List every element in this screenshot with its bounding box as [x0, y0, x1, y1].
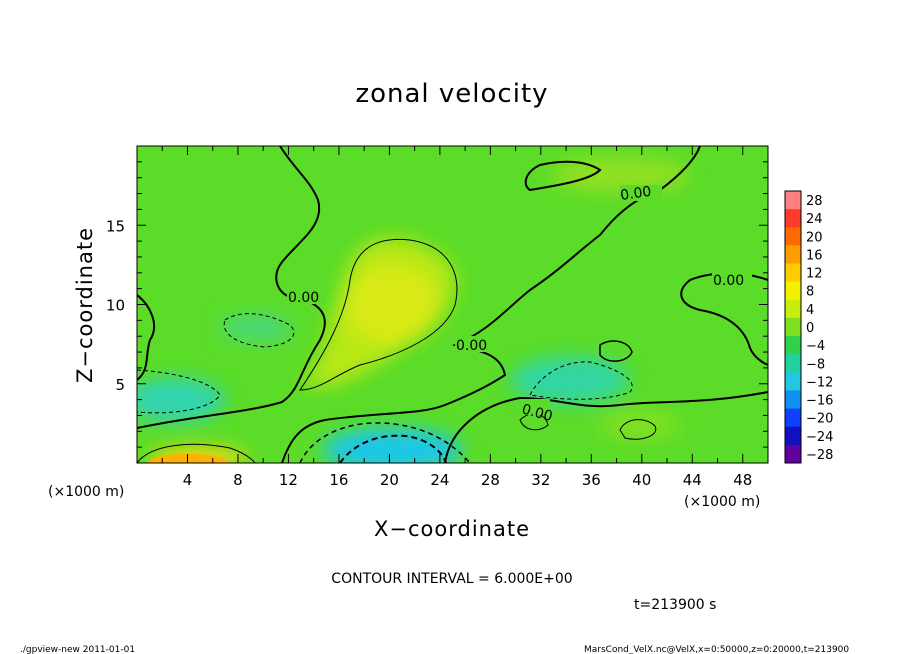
contour-label-5: 0.00	[713, 273, 744, 289]
y-tick-label: 10	[106, 297, 125, 315]
negative-core-bottom	[322, 428, 462, 463]
positive-lobe-right	[600, 410, 680, 440]
colorbar-swatch	[785, 299, 801, 319]
colorbar-swatch	[785, 390, 801, 410]
colorbar-frame	[784, 190, 802, 464]
colorbar-swatch	[785, 354, 801, 373]
colorbar: 28 24 20 16 12 8 4 0 −4 −8 −12 −16 −20 −24 −28	[784, 190, 833, 464]
colorbar-label: −12	[806, 375, 833, 390]
footer-right: MarsCond_VelX.nc@VelX,x=0:50000,z=0:2000…	[584, 645, 849, 654]
colorbar-label: 24	[806, 212, 823, 227]
colorbar-label: 16	[806, 248, 823, 263]
x-tick-label: 8	[233, 471, 243, 489]
contour-label-group: 0.00 0.00 0.00 0.00 0.00	[287, 184, 752, 425]
negative-lobe-center-right	[510, 356, 630, 404]
footer-left: ./gpview-new 2011-01-01	[20, 645, 135, 654]
colorbar-swatch	[785, 209, 801, 228]
contour-label-2-bg	[455, 336, 495, 352]
positive-contour-center	[299, 238, 458, 391]
positive-contour-bottomleft	[137, 443, 256, 463]
y-tick-label: 5	[115, 376, 125, 394]
colorbar-label: −16	[806, 394, 833, 409]
colorbar-swatch	[785, 281, 801, 301]
colorbar-label: −8	[806, 357, 825, 372]
colorbar-swatch	[785, 227, 801, 246]
colorbar-label: 28	[806, 194, 823, 209]
negative-contour-core	[339, 434, 447, 463]
contour-interval-text: CONTOUR INTERVAL = 6.000E+00	[331, 571, 572, 587]
negative-contour-left	[137, 369, 221, 414]
x-axis-unit-right: (×1000 m)	[684, 494, 760, 510]
x-tick-label: 32	[531, 471, 550, 489]
colorbar-label: 20	[806, 230, 823, 245]
x-axis-unit-left: (×1000 m)	[48, 484, 124, 500]
colorbar-label: −24	[806, 430, 833, 445]
x-tick-label: 4	[183, 471, 193, 489]
colorbar-swatch	[785, 317, 801, 337]
x-tick-label: 44	[683, 471, 702, 489]
contour-label-1: 0.00	[288, 290, 319, 306]
contour-label-1-bg	[287, 288, 327, 304]
zero-contour-3	[444, 391, 768, 463]
colorbar-swatch	[785, 426, 801, 446]
x-tick-label: 20	[380, 471, 399, 489]
colorbar-swatch	[785, 191, 801, 210]
contour-label-4-bg	[620, 185, 662, 201]
y-axis-title: Z−coordinate	[73, 227, 97, 383]
colorbar-label: −20	[806, 412, 833, 427]
contour-label-3-bg	[520, 399, 550, 415]
field-background	[137, 146, 768, 463]
contour-blob-right-1	[619, 419, 657, 440]
negative-lobe-left	[137, 378, 225, 422]
colorbar-label: 0	[806, 321, 814, 336]
contour-blob-right-2	[599, 340, 633, 362]
colorbar-swatch	[785, 245, 801, 265]
colorbar-swatch	[785, 408, 801, 428]
colorbar-swatch	[785, 372, 801, 391]
colorbar-label: 8	[806, 285, 814, 300]
colorbar-label: 4	[806, 303, 814, 318]
zero-contour-5	[524, 160, 602, 192]
contour-label-2: 0.00	[456, 338, 487, 354]
contour-label-5-bg	[712, 271, 752, 287]
positive-lobe-top	[550, 157, 690, 193]
contour-label-3: 0.00	[520, 401, 554, 425]
y-tick-label: 15	[106, 217, 125, 235]
colorbar-swatch	[785, 336, 801, 355]
colorbar-label: −4	[806, 339, 825, 354]
colorbar-swatch	[785, 444, 801, 464]
y-axis-ticks: 5 10 15	[106, 161, 768, 448]
chart-title: zonal velocity	[355, 79, 548, 109]
positive-max-bottom	[148, 454, 228, 463]
x-tick-label: 48	[733, 471, 752, 489]
x-axis-ticks: 4 8 12 16 20 24 28 32 36 40 44 48	[161, 146, 752, 489]
x-tick-label: 36	[582, 471, 601, 489]
x-tick-label: 28	[481, 471, 500, 489]
colorbar-label: 12	[806, 267, 823, 282]
negative-contour-bottom	[299, 422, 471, 463]
colorbar-swatch	[785, 263, 801, 283]
x-tick-label: 24	[430, 471, 449, 489]
x-tick-label: 16	[329, 471, 348, 489]
x-tick-label: 40	[632, 471, 651, 489]
x-axis-title: X−coordinate	[374, 517, 530, 541]
negative-contour-midleft	[223, 313, 295, 348]
time-text: t=213900 s	[634, 597, 716, 613]
positive-core	[347, 265, 437, 345]
x-tick-label: 12	[279, 471, 298, 489]
negative-contour-center-right	[529, 361, 633, 400]
negative-lobe-mid-left	[220, 314, 292, 342]
field-fill: 0.00 0.00 0.00 0.00 0.00	[137, 146, 768, 463]
contour-label-4: 0.00	[619, 184, 652, 204]
colorbar-label: −28	[806, 448, 833, 463]
